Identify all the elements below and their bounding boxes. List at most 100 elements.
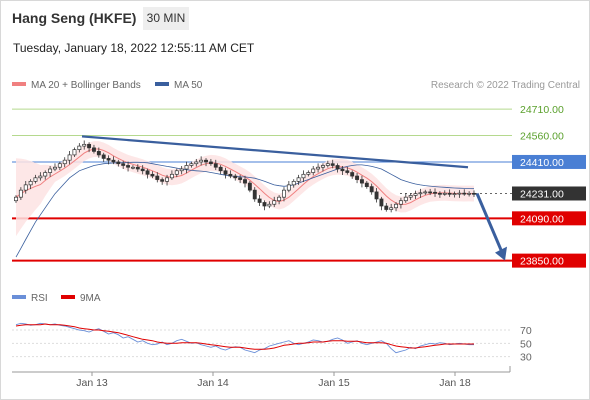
candle (213, 159, 218, 171)
candle (359, 175, 364, 188)
projection-arrow-shaft (475, 192, 505, 256)
candle-body (355, 175, 360, 180)
candle-body (204, 159, 208, 163)
candle (228, 170, 233, 179)
candle-body (306, 172, 311, 175)
candle (160, 177, 165, 185)
candle (116, 159, 121, 167)
candle-body (150, 173, 155, 177)
candle-body (179, 168, 184, 172)
rsi-ma-line (15, 323, 474, 350)
candle-body (228, 173, 233, 177)
candle-body (169, 173, 174, 179)
candle-body (140, 168, 145, 172)
candle (96, 147, 101, 158)
candle (291, 179, 296, 188)
candle-body (48, 168, 53, 173)
candle (33, 174, 38, 184)
candle (379, 196, 384, 211)
level-label-box-2 (512, 154, 586, 169)
datetime-label: Tuesday, January 18, 2022 12:55:11 AM CE… (13, 41, 255, 55)
level-label-0: 24710.00 (520, 104, 564, 116)
candle (179, 166, 184, 175)
candle (325, 160, 330, 168)
candle-body (72, 149, 77, 156)
ma50-label: MA 50 (174, 80, 203, 91)
candle (418, 188, 423, 198)
candle (335, 163, 340, 173)
candle (345, 166, 350, 175)
rsi-tick-50: 50 (520, 338, 532, 350)
candle (296, 174, 301, 185)
candle (38, 172, 43, 181)
candle (48, 166, 53, 177)
candle-body (267, 203, 272, 207)
candle-body (92, 147, 96, 152)
rsi-tick-70: 70 (520, 325, 532, 337)
candle (111, 156, 116, 165)
candle-body (33, 177, 38, 182)
candle (189, 161, 194, 168)
candle (467, 191, 472, 197)
candle-body (194, 161, 199, 165)
candle (247, 180, 252, 193)
candle (82, 140, 87, 150)
candle (301, 170, 306, 183)
candle-body (87, 143, 92, 149)
candle (442, 190, 447, 196)
candle-body (67, 154, 72, 161)
candle (433, 188, 437, 197)
candle (199, 156, 204, 166)
candle-body (457, 192, 462, 195)
candle (223, 167, 228, 179)
candle-body (62, 159, 67, 165)
candle (126, 161, 131, 172)
x-tick-label: Jan 14 (197, 377, 229, 389)
candle-body (135, 166, 140, 170)
candle-body (213, 163, 218, 168)
candle-body (296, 177, 301, 182)
x-tick-label: Jan 13 (76, 377, 108, 389)
candle-body (145, 170, 150, 175)
candle (408, 193, 413, 201)
candle-body (28, 180, 33, 186)
timeframe-badge[interactable]: 30 MIN (143, 7, 189, 30)
ma50-swatch (155, 82, 169, 87)
candle-body (223, 170, 228, 175)
candle-body (130, 166, 135, 169)
candle-body (77, 145, 82, 150)
candle-body (350, 172, 355, 177)
candle (277, 195, 282, 205)
candle (452, 191, 457, 198)
candle-body (111, 159, 116, 163)
candle-body (330, 163, 335, 166)
rsi-line (15, 322, 474, 354)
candle-body (252, 189, 257, 200)
legend-rsi-ma: 9MA (61, 293, 101, 304)
candle-body (53, 166, 57, 170)
legend-ma50: MA 50 (155, 80, 202, 91)
candle (121, 160, 126, 169)
candle (423, 189, 428, 195)
level-label-box-4 (512, 211, 586, 226)
candle-body (126, 165, 131, 168)
candle-body (394, 203, 398, 209)
level-label-box-5 (512, 253, 586, 268)
x-tick-label: Jan 15 (318, 377, 350, 389)
candle (369, 183, 374, 195)
candle (87, 142, 92, 153)
candle-body (311, 168, 316, 173)
candle (316, 163, 321, 173)
candle-body (121, 163, 126, 166)
candle-body (14, 196, 18, 202)
candle-body (238, 177, 243, 180)
candle (145, 168, 150, 179)
candle-body (199, 159, 204, 163)
level-label-3: 24231.00 (520, 188, 564, 200)
candle (428, 188, 433, 196)
candle (57, 161, 62, 171)
candle (23, 180, 28, 194)
candle-body (165, 177, 169, 182)
candle-body (472, 192, 476, 195)
